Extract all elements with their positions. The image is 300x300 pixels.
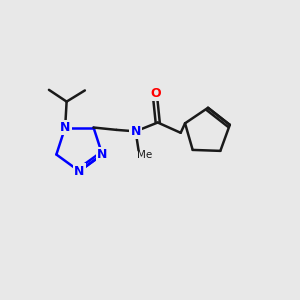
Text: N: N	[97, 148, 107, 161]
Text: N: N	[74, 165, 85, 178]
Text: Me: Me	[137, 150, 153, 160]
Text: N: N	[60, 121, 70, 134]
Text: N: N	[130, 125, 141, 138]
Text: O: O	[150, 87, 161, 100]
